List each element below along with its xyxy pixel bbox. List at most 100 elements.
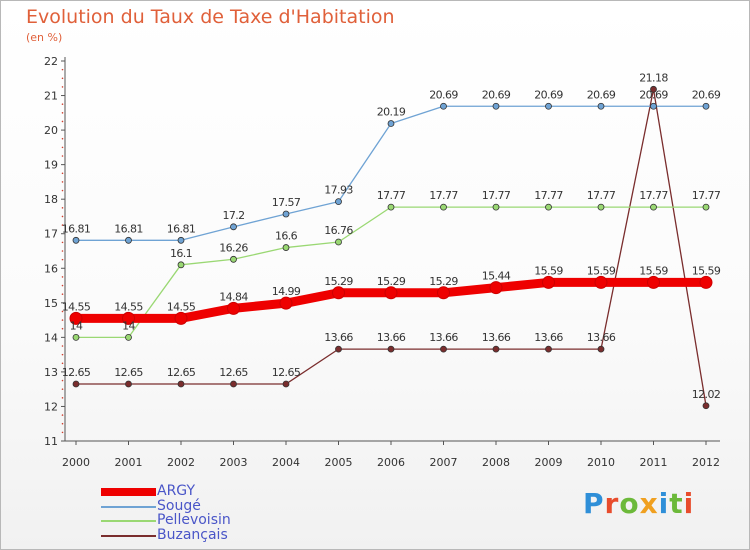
- y-tick-label: 21: [44, 90, 58, 103]
- legend-swatch-souge: [101, 505, 156, 508]
- data-label: 13.66: [534, 331, 563, 344]
- y-minor-tick: [61, 215, 64, 218]
- data-point: [597, 345, 605, 353]
- data-label: 15.29: [377, 275, 406, 288]
- data-label: 21.18: [639, 71, 668, 84]
- logo-letter: x: [639, 487, 659, 520]
- data-label: 15.29: [324, 275, 353, 288]
- data-point: [335, 198, 342, 206]
- data-label: 12.65: [114, 366, 143, 379]
- data-label: 12.65: [219, 366, 248, 379]
- data-point: [545, 102, 552, 110]
- data-label: 12.65: [167, 366, 196, 379]
- data-point: [384, 286, 398, 300]
- y-tick-label: 18: [44, 193, 58, 206]
- data-label: 13.66: [482, 331, 511, 344]
- data-point: [489, 281, 503, 295]
- data-point: [594, 275, 608, 289]
- y-minor-tick: [61, 103, 64, 105]
- y-tick-label: 22: [44, 55, 58, 68]
- data-point: [69, 311, 83, 325]
- data-label: 13.66: [587, 331, 616, 344]
- data-label: 16.81: [167, 222, 196, 235]
- data-point: [335, 345, 342, 353]
- y-minor-tick: [61, 120, 64, 123]
- y-minor-tick: [61, 345, 64, 347]
- y-tick-label: 14: [44, 331, 58, 344]
- data-point: [597, 203, 605, 211]
- y-minor-tick: [61, 353, 64, 356]
- data-label: 16.26: [219, 241, 248, 254]
- data-point: [122, 311, 135, 325]
- y-minor-tick: [61, 414, 64, 416]
- x-tick-label: 2003: [220, 456, 248, 469]
- y-minor-tick: [61, 146, 64, 149]
- data-point: [282, 380, 290, 388]
- data-label: 15.59: [692, 264, 721, 277]
- y-minor-tick: [61, 422, 64, 425]
- data-point: [492, 102, 500, 110]
- data-label: 17.93: [324, 184, 353, 197]
- x-tick-label: 2009: [535, 456, 563, 469]
- data-point: [545, 203, 552, 211]
- x-tick-label: 2002: [167, 456, 195, 469]
- y-minor-tick: [61, 77, 64, 80]
- data-point: [387, 203, 395, 211]
- data-point: [542, 275, 555, 289]
- data-point: [230, 380, 237, 388]
- data-point: [332, 286, 345, 300]
- data-point: [647, 275, 660, 289]
- data-point: [440, 345, 447, 353]
- data-label: 14.99: [272, 285, 301, 298]
- data-label: 20.69: [587, 88, 616, 101]
- data-point: [177, 261, 185, 269]
- data-label: 15.29: [429, 275, 458, 288]
- data-label: 15.59: [534, 264, 563, 277]
- data-label: 12.02: [692, 388, 721, 401]
- y-minor-tick: [61, 112, 64, 114]
- data-label: 15.59: [639, 264, 668, 277]
- y-minor-tick: [61, 310, 64, 313]
- data-label: 20.69: [692, 88, 721, 101]
- data-point: [125, 333, 132, 341]
- data-label: 14: [122, 319, 135, 332]
- data-label: 20.69: [482, 88, 511, 101]
- y-minor-tick: [61, 189, 64, 192]
- x-tick-label: 2012: [692, 456, 720, 469]
- logo-letter: i: [683, 487, 695, 520]
- y-minor-tick: [61, 172, 64, 175]
- y-minor-tick: [61, 137, 64, 140]
- data-label: 12.65: [62, 366, 91, 379]
- data-point: [387, 345, 395, 353]
- data-label: 16.81: [114, 222, 143, 235]
- y-minor-tick: [61, 327, 64, 330]
- x-tick-label: 2004: [272, 456, 300, 469]
- data-label: 16.76: [324, 224, 353, 237]
- data-point: [279, 296, 293, 310]
- data-label: 12.65: [272, 366, 301, 379]
- y-minor-tick: [61, 181, 64, 183]
- y-minor-tick: [61, 258, 64, 261]
- data-point: [492, 345, 500, 353]
- chart-title: Evolution du Taux de Taxe d'Habitation: [26, 6, 395, 28]
- data-point: [437, 286, 450, 300]
- data-label: 13.66: [429, 331, 458, 344]
- data-point: [125, 236, 132, 244]
- data-point: [335, 238, 342, 246]
- y-tick-label: 17: [44, 228, 58, 241]
- logo-letter: P: [583, 487, 605, 520]
- data-label: 14.84: [219, 290, 248, 303]
- data-point: [702, 402, 710, 410]
- x-tick-label: 2011: [640, 456, 668, 469]
- data-label: 20.69: [639, 88, 668, 101]
- y-minor-tick: [61, 397, 64, 399]
- y-minor-tick: [61, 250, 64, 252]
- data-label: 15.44: [482, 270, 511, 283]
- data-point: [699, 275, 713, 289]
- chart-subtitle: (en %): [26, 31, 63, 44]
- data-point: [230, 223, 237, 231]
- x-tick-label: 2007: [430, 456, 458, 469]
- y-minor-tick: [61, 379, 64, 382]
- y-minor-tick: [61, 362, 64, 365]
- y-tick-label: 16: [44, 262, 58, 275]
